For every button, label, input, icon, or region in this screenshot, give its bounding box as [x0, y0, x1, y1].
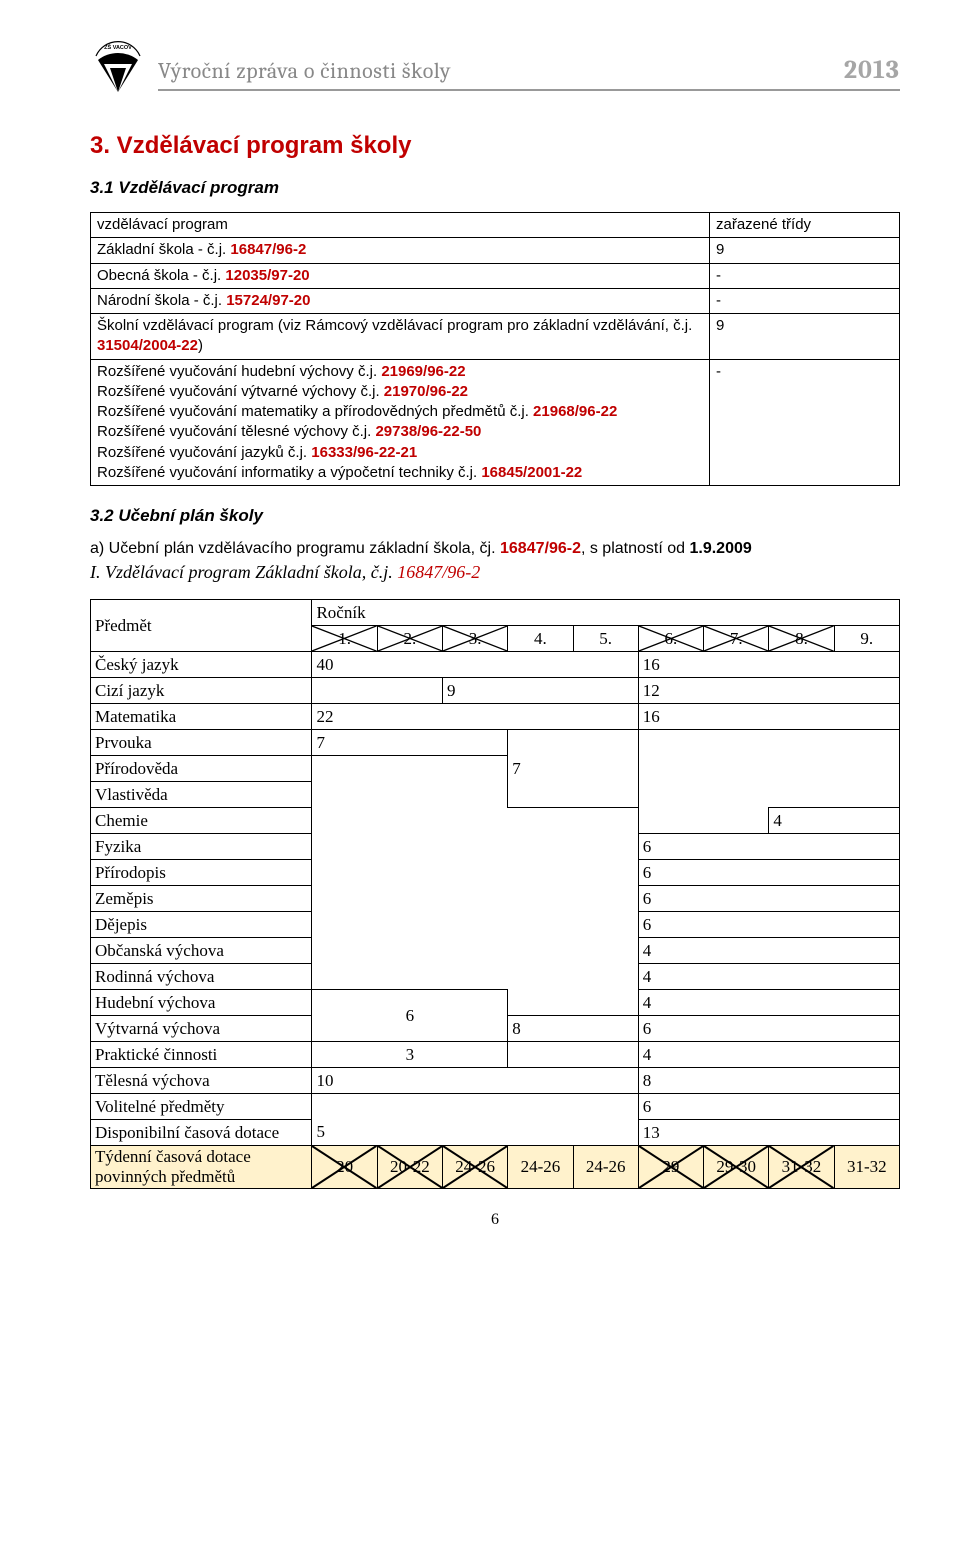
curr-head-grade: Ročník — [312, 600, 900, 626]
grade-col-2: 2. — [377, 626, 442, 652]
prog-head-classes: zařazené třídy — [710, 213, 900, 238]
grade-col-3: 3. — [443, 626, 508, 652]
prog-row-1: Obecná škola - č.j. 12035/97-20 — [91, 263, 710, 288]
row-rodinna: Rodinná výchova — [91, 964, 312, 990]
program-table: vzdělávací program zařazené třídy Základ… — [90, 212, 900, 486]
school-logo: ZŠ VACOV — [90, 40, 146, 96]
section-3-1-heading: 3.1 Vzdělávací program — [90, 178, 900, 198]
page-number: 6 — [90, 1211, 900, 1229]
header-year: 2013 — [844, 55, 900, 85]
grade-col-1: 1. — [312, 626, 377, 652]
row-dejepis: Dějepis — [91, 912, 312, 938]
weekly-cell-8: 31-32 — [769, 1146, 834, 1189]
curr-head-subject: Předmět — [91, 600, 312, 652]
weekly-cell-2: 20-22 — [377, 1146, 442, 1189]
header-title: Výroční zpráva o činnosti školy — [158, 58, 451, 84]
row-cesky: Český jazyk — [91, 652, 312, 678]
curriculum-table: Předmět Ročník 1.2.3.4.5.6.7.8.9. Český … — [90, 599, 900, 1189]
weekly-cell-3: 24-26 — [443, 1146, 508, 1189]
row-vlastiveda: Vlastivěda — [91, 782, 312, 808]
row-vytvarna: Výtvarná výchova — [91, 1016, 312, 1042]
row-prirodoveda: Přírodověda — [91, 756, 312, 782]
grade-col-5: 5. — [573, 626, 638, 652]
prog-head-program: vzdělávací program — [91, 213, 710, 238]
row-fyzika: Fyzika — [91, 834, 312, 860]
prog-row-2: Národní škola - č.j. 15724/97-20 — [91, 288, 710, 313]
row-prakticke: Praktické činnosti — [91, 1042, 312, 1068]
row-obcanska: Občanská výchova — [91, 938, 312, 964]
row-prvouka: Prvouka — [91, 730, 312, 756]
row-matematika: Matematika — [91, 704, 312, 730]
prog-row-3: Školní vzdělávací program (viz Rámcový v… — [91, 314, 710, 360]
svg-text:ZŠ VACOV: ZŠ VACOV — [104, 43, 132, 51]
weekly-cell-6: 29 — [638, 1146, 703, 1189]
weekly-cell-9: 31-32 — [834, 1146, 899, 1189]
weekly-cell-1: 20 — [312, 1146, 377, 1189]
row-volitelne: Volitelné předměty — [91, 1094, 312, 1120]
plan-a-subtitle: I. Vzdělávací program Základní škola, č.… — [90, 562, 900, 583]
grade-col-4: 4. — [508, 626, 573, 652]
row-prirodopis: Přírodopis — [91, 860, 312, 886]
prog-row-0: Základní škola - č.j. 16847/96-2 — [91, 238, 710, 263]
plan-a-intro: a) Učební plán vzdělávacího programu zák… — [90, 540, 900, 558]
weekly-cell-7: 29-30 — [704, 1146, 769, 1189]
row-cizi: Cizí jazyk — [91, 678, 312, 704]
weekly-cell-5: 24-26 — [573, 1146, 638, 1189]
grade-col-8: 8. — [769, 626, 834, 652]
weekly-cell-4: 24-26 — [508, 1146, 573, 1189]
prog-row-4: Rozšířené vyučování hudební výchovy č.j.… — [91, 359, 710, 486]
row-disponibilni: Disponibilní časová dotace — [91, 1120, 312, 1146]
section-3-heading: 3. Vzdělávací program školy — [90, 132, 900, 160]
row-telesna: Tělesná výchova — [91, 1068, 312, 1094]
row-hudebni: Hudební výchova — [91, 990, 312, 1016]
row-zemepis: Zeměpis — [91, 886, 312, 912]
grade-col-9: 9. — [834, 626, 899, 652]
grade-col-7: 7. — [704, 626, 769, 652]
document-header: ZŠ VACOV Výroční zpráva o činnosti školy… — [90, 40, 900, 96]
row-chemie: Chemie — [91, 808, 312, 834]
grade-col-6: 6. — [638, 626, 703, 652]
row-tydenni: Týdenní časová dotace povinných předmětů — [91, 1146, 312, 1189]
section-3-2-heading: 3.2 Učební plán školy — [90, 506, 900, 526]
